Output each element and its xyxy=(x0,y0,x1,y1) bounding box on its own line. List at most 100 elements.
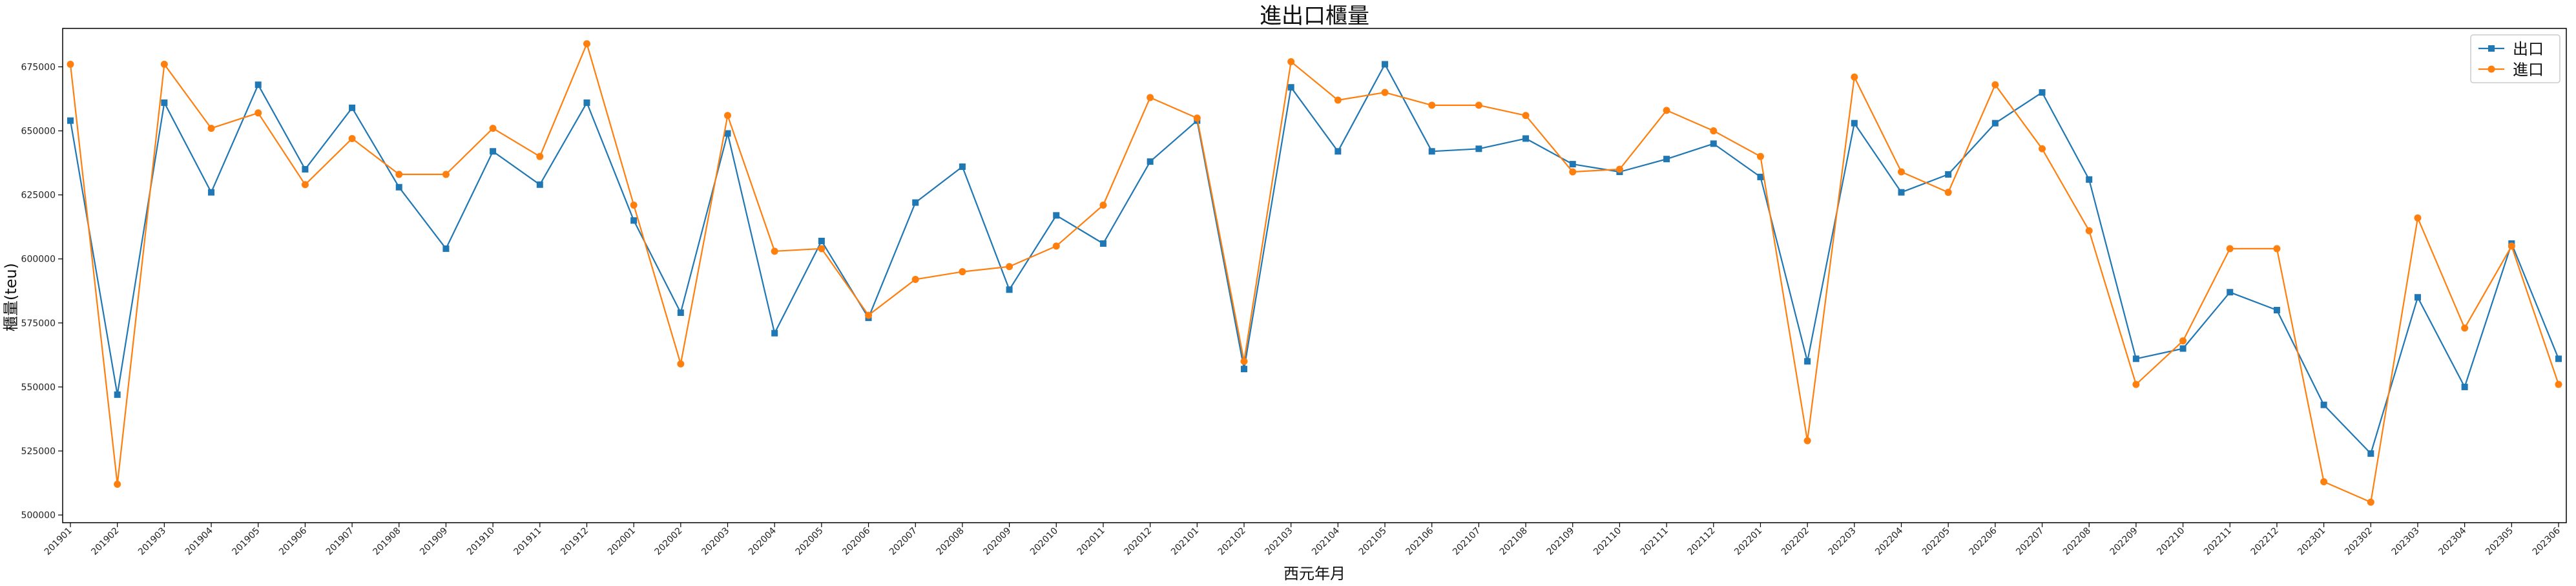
data-point xyxy=(2132,381,2140,388)
data-point xyxy=(160,60,168,68)
data-point xyxy=(1240,357,1248,365)
data-point xyxy=(1757,173,1764,180)
x-tick-label: 202009 xyxy=(981,526,1013,558)
data-point xyxy=(301,181,309,189)
legend-label: 出口 xyxy=(2513,40,2544,58)
series-export xyxy=(67,61,2562,457)
data-point xyxy=(2039,89,2046,96)
data-point xyxy=(395,171,403,178)
series-line xyxy=(69,43,2560,503)
data-point xyxy=(1428,148,1435,155)
x-tick-label: 201903 xyxy=(136,526,168,558)
data-point xyxy=(1052,242,1060,250)
data-point xyxy=(2179,345,2186,352)
data-point xyxy=(865,311,873,319)
data-point xyxy=(1944,189,1952,196)
data-point xyxy=(583,40,590,48)
data-point xyxy=(1522,135,1530,142)
x-tick-label: 202106 xyxy=(1404,525,1435,557)
x-tick-label: 201912 xyxy=(559,526,590,558)
x-tick-label: 201910 xyxy=(465,526,497,558)
data-point xyxy=(1334,96,1342,104)
x-tick-label: 202210 xyxy=(2155,526,2186,558)
x-tick-label: 202011 xyxy=(1075,526,1107,558)
x-tick-label: 201901 xyxy=(43,526,74,558)
data-point xyxy=(1710,140,1717,147)
data-point xyxy=(630,201,638,209)
data-point xyxy=(1663,107,1670,114)
data-point xyxy=(771,330,778,337)
data-point xyxy=(1710,127,1718,135)
data-point xyxy=(959,163,966,171)
data-point xyxy=(1803,437,1811,445)
data-point xyxy=(2085,227,2093,235)
x-tick-label: 202008 xyxy=(935,526,966,558)
x-tick-label: 202208 xyxy=(2061,526,2093,558)
x-tick-label: 202111 xyxy=(1639,526,1670,558)
data-point xyxy=(2414,214,2422,222)
data-point xyxy=(2320,401,2327,408)
x-tick-label: 202108 xyxy=(1498,526,1530,558)
x-tick-label: 202101 xyxy=(1169,526,1201,558)
chart-title: 進出口櫃量 xyxy=(1260,3,1369,29)
axis-ticks: 500000 525000 550000 575000 600000 625000 6500… xyxy=(21,62,2562,557)
data-point xyxy=(1475,145,1482,152)
x-tick-label: 201904 xyxy=(183,525,215,557)
plot-frame xyxy=(62,28,2567,523)
x-tick-label: 202206 xyxy=(1968,525,1999,557)
data-point xyxy=(818,245,826,253)
data-point xyxy=(1615,165,1623,173)
data-point xyxy=(1147,94,1154,101)
data-point xyxy=(1193,114,1201,122)
y-tick-label: 600000 xyxy=(21,255,56,265)
x-tick-label: 201911 xyxy=(512,526,544,558)
data-point xyxy=(2555,381,2562,388)
x-tick-label: 202105 xyxy=(1357,526,1389,558)
x-tick-label: 202301 xyxy=(2296,526,2327,558)
series-import xyxy=(67,40,2562,506)
data-point xyxy=(1851,120,1858,127)
legend-marker xyxy=(2488,65,2495,73)
legend-label: 進口 xyxy=(2513,61,2544,79)
x-tick-label: 202302 xyxy=(2343,526,2374,558)
data-point xyxy=(677,360,685,368)
data-point xyxy=(1099,240,1106,247)
data-point xyxy=(2414,294,2421,301)
x-tick-label: 202001 xyxy=(606,526,638,558)
x-tick-label: 202112 xyxy=(1685,526,1717,558)
x-tick-label: 202012 xyxy=(1122,526,1154,558)
x-tick-label: 201908 xyxy=(371,526,402,558)
data-point xyxy=(395,183,402,191)
data-point xyxy=(114,481,121,488)
series-layer xyxy=(67,40,2562,506)
x-tick-label: 202004 xyxy=(747,525,778,557)
data-point xyxy=(489,125,497,132)
data-point xyxy=(1945,171,1952,178)
data-point xyxy=(1756,152,1764,160)
data-point xyxy=(2367,498,2374,506)
data-point xyxy=(302,166,309,173)
data-point xyxy=(1804,358,1811,365)
data-point xyxy=(2555,355,2562,362)
x-tick-label: 201909 xyxy=(418,526,450,558)
data-point xyxy=(677,309,684,316)
data-point xyxy=(1006,286,1013,293)
data-point xyxy=(2273,307,2280,314)
x-tick-label: 202005 xyxy=(794,526,826,558)
x-tick-label: 202007 xyxy=(888,526,919,558)
data-point xyxy=(1897,168,1905,176)
data-point xyxy=(1240,366,1247,373)
x-tick-label: 202102 xyxy=(1216,526,1248,558)
data-point xyxy=(818,237,825,244)
y-tick-label: 650000 xyxy=(21,127,56,137)
data-point xyxy=(442,245,450,252)
x-tick-label: 202305 xyxy=(2484,526,2515,558)
data-point xyxy=(1991,120,1999,127)
x-tick-label: 201906 xyxy=(277,525,309,557)
x-tick-label: 202303 xyxy=(2390,526,2422,558)
x-tick-label: 202110 xyxy=(1592,526,1623,558)
x-tick-label: 202104 xyxy=(1310,525,1342,557)
legend-marker xyxy=(2488,45,2495,52)
data-point xyxy=(2227,289,2234,296)
